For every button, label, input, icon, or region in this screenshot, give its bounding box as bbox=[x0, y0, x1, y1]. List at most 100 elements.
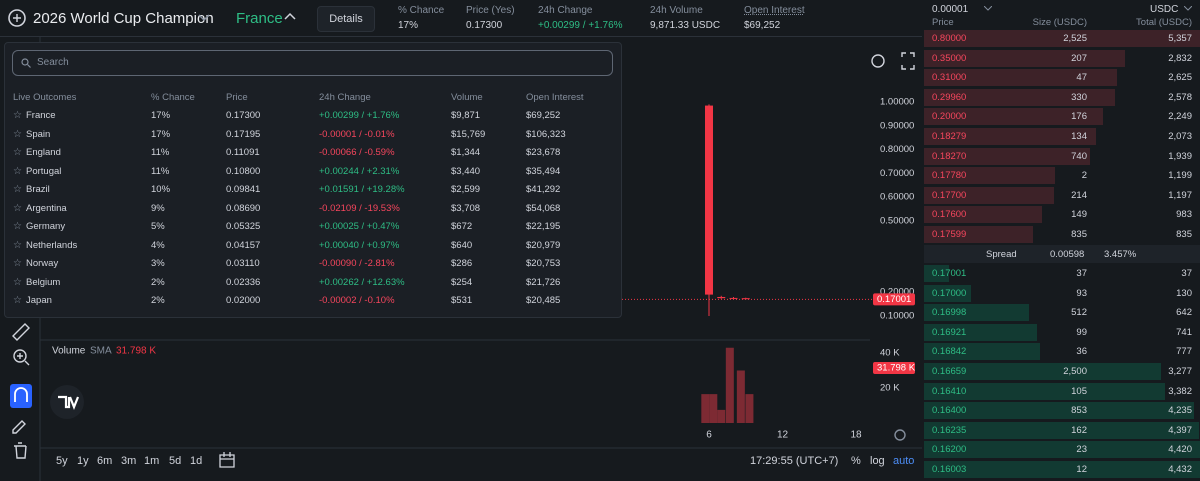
outcome-name[interactable]: Japan bbox=[26, 295, 52, 306]
timeframe[interactable]: 1m bbox=[144, 455, 159, 467]
outcome-cell: 9% bbox=[151, 202, 165, 214]
book-price[interactable]: 0.18279 bbox=[932, 131, 967, 142]
y-tick-label: 1.00000 bbox=[880, 97, 914, 108]
book-total: 3,277 bbox=[1168, 366, 1192, 377]
outcome-selector[interactable]: France bbox=[236, 10, 283, 27]
book-price[interactable]: 0.17001 bbox=[932, 268, 967, 279]
currency[interactable]: USDC bbox=[1150, 4, 1179, 15]
details-button[interactable]: Details bbox=[317, 6, 375, 32]
volume-bar bbox=[709, 394, 718, 423]
book-total: 741 bbox=[1176, 326, 1192, 338]
star-icon[interactable]: ☆ bbox=[13, 184, 22, 195]
star-icon[interactable]: ☆ bbox=[13, 276, 22, 288]
star-icon[interactable]: ☆ bbox=[13, 221, 22, 232]
outcome-cell: 2% bbox=[151, 276, 165, 288]
calendar-icon[interactable] bbox=[219, 452, 235, 468]
book-price[interactable]: 0.17780 bbox=[932, 170, 967, 182]
last-price-badge bbox=[873, 293, 915, 306]
book-size: 12 bbox=[1076, 464, 1087, 475]
outcome-cell: 0.08690 bbox=[226, 202, 261, 214]
outcome-name[interactable]: Spain bbox=[26, 128, 51, 140]
timeframe[interactable]: 6m bbox=[97, 455, 112, 467]
settings-icon[interactable] bbox=[894, 429, 906, 441]
star-icon[interactable]: ☆ bbox=[13, 239, 22, 251]
star-icon[interactable]: ☆ bbox=[13, 295, 22, 306]
outcome-cell: $672 bbox=[451, 221, 473, 232]
book-price[interactable]: 0.20000 bbox=[932, 111, 967, 123]
star-icon[interactable]: ☆ bbox=[13, 147, 22, 158]
y-tick-label: 0.80000 bbox=[880, 144, 914, 155]
outcome-cell: 11% bbox=[151, 165, 170, 177]
book-price[interactable]: 0.17700 bbox=[932, 189, 967, 201]
tool-icon[interactable] bbox=[871, 54, 885, 68]
book-total: 130 bbox=[1176, 287, 1192, 299]
fullscreen-icon[interactable] bbox=[901, 52, 915, 70]
star-icon[interactable]: ☆ bbox=[13, 110, 22, 121]
stat-value: 0.17300 bbox=[466, 20, 503, 31]
book-size: 162 bbox=[1071, 424, 1087, 436]
book-price[interactable]: 0.16235 bbox=[932, 424, 967, 436]
column-header[interactable]: % Chance bbox=[151, 92, 195, 103]
book-price[interactable]: 0.16400 bbox=[932, 405, 967, 417]
book-total: 4,397 bbox=[1168, 424, 1192, 436]
outcome-name[interactable]: Norway bbox=[26, 258, 59, 269]
outcome-name[interactable]: Portugal bbox=[26, 165, 62, 177]
depth-bar bbox=[924, 108, 1103, 126]
star-icon[interactable]: ☆ bbox=[13, 128, 22, 140]
tick-size[interactable]: 0.00001 bbox=[932, 4, 969, 15]
book-price[interactable]: 0.16410 bbox=[932, 385, 967, 397]
timeframe[interactable]: 1d bbox=[190, 455, 202, 467]
volume-bar bbox=[745, 394, 754, 423]
outcome-cell: $20,485 bbox=[526, 295, 561, 306]
outcome-name[interactable]: Netherlands bbox=[26, 239, 78, 251]
book-price[interactable]: 0.35000 bbox=[932, 52, 967, 64]
star-icon[interactable]: ☆ bbox=[13, 258, 22, 269]
book-price[interactable]: 0.31000 bbox=[932, 72, 967, 84]
outcome-cell: $254 bbox=[451, 276, 473, 288]
outcome-name[interactable]: Brazil bbox=[26, 184, 50, 195]
book-price[interactable]: 0.18270 bbox=[932, 150, 967, 162]
outcome-cell: -0.00090 / -2.81% bbox=[319, 258, 395, 269]
book-size: 214 bbox=[1071, 189, 1087, 201]
column-header: Volume bbox=[451, 92, 483, 103]
outcome-cell: $531 bbox=[451, 295, 473, 306]
star-icon[interactable]: ☆ bbox=[13, 165, 22, 177]
timeframe[interactable]: 5y bbox=[56, 455, 68, 467]
book-price[interactable]: 0.17599 bbox=[932, 229, 967, 240]
outcome-cell: $9,871 bbox=[451, 110, 481, 121]
outcome-cell: 0.17300 bbox=[226, 110, 261, 121]
book-price[interactable]: 0.16998 bbox=[932, 307, 967, 319]
book-total: 5,357 bbox=[1168, 33, 1192, 44]
spread-percent: 3.457% bbox=[1104, 249, 1137, 260]
outcome-name[interactable]: Belgium bbox=[26, 276, 61, 288]
outcome-cell: 0.02000 bbox=[226, 295, 261, 306]
search-box[interactable]: Search bbox=[12, 50, 613, 76]
timeframe[interactable]: 3m bbox=[121, 455, 136, 467]
outcome-cell: +0.00262 / +12.63% bbox=[319, 276, 405, 288]
book-price[interactable]: 0.16659 bbox=[932, 366, 967, 377]
timeframe[interactable]: 1y bbox=[77, 455, 89, 467]
chevron bbox=[198, 14, 210, 22]
timeframe[interactable]: 5d bbox=[169, 455, 181, 467]
outcome-name[interactable]: Germany bbox=[26, 221, 66, 232]
outcome-name[interactable]: Argentina bbox=[26, 202, 67, 214]
book-price[interactable]: 0.17600 bbox=[932, 209, 967, 221]
book-price[interactable]: 0.80000 bbox=[932, 33, 967, 44]
outcome-name[interactable]: England bbox=[26, 147, 61, 158]
book-price[interactable]: 0.16200 bbox=[932, 444, 967, 456]
star-icon[interactable]: ☆ bbox=[13, 202, 22, 214]
market-title[interactable]: 2026 World Cup Champion bbox=[33, 10, 214, 27]
book-price[interactable]: 0.16003 bbox=[932, 464, 967, 475]
book-price[interactable]: 0.17000 bbox=[932, 287, 967, 299]
outcome-cell: $35,494 bbox=[526, 165, 561, 177]
outcome-cell: $20,753 bbox=[526, 258, 561, 269]
book-price[interactable]: 0.29960 bbox=[932, 91, 967, 103]
outcome-name[interactable]: France bbox=[26, 110, 56, 121]
book-price[interactable]: 0.16842 bbox=[932, 346, 967, 358]
book-column-header: Price bbox=[932, 17, 954, 28]
book-price[interactable]: 0.16921 bbox=[932, 326, 967, 338]
depth-bar bbox=[924, 30, 1200, 47]
outcome-cell: $640 bbox=[451, 239, 473, 251]
depth-bar bbox=[924, 147, 1091, 165]
